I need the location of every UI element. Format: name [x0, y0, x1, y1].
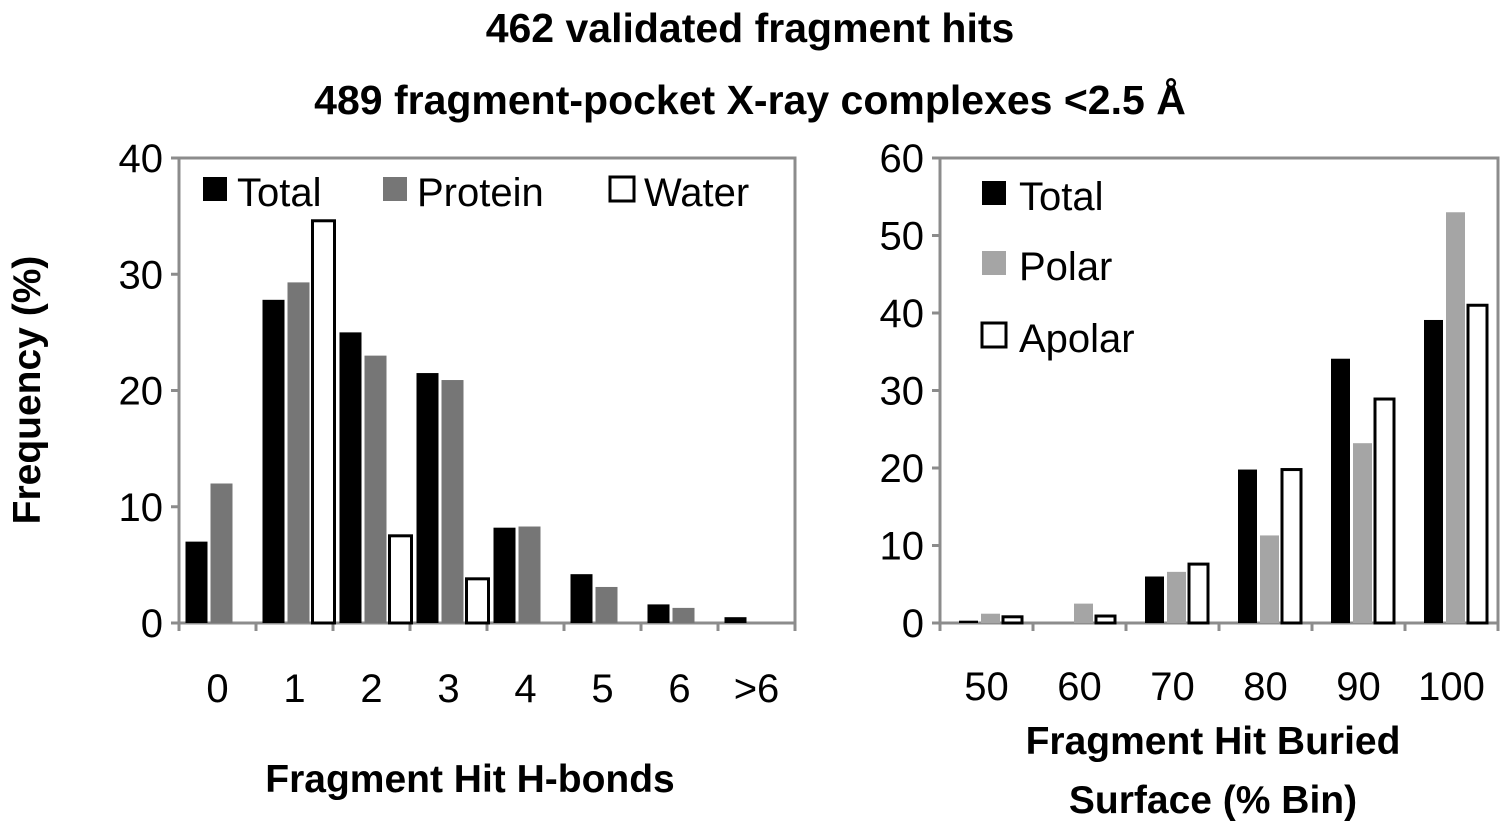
left-legend-swatch-total: [203, 177, 227, 201]
right-legend-swatch-apolar: [980, 321, 1008, 349]
left-x-category-label: 2: [360, 667, 382, 711]
right-legend-swatch-polar: [982, 251, 1006, 275]
right-y-tick-label: 20: [880, 447, 925, 491]
right-bar-polar-70: [1167, 571, 1186, 623]
left-bar-total-0: [185, 541, 208, 623]
right-legend-swatch-total: [982, 181, 1006, 205]
left-legend-label-water: Water: [644, 171, 749, 215]
left-x-category-label: 1: [283, 667, 305, 711]
right-bar-apolar-50: [1001, 615, 1024, 625]
right-bar-apolar-70: [1187, 562, 1210, 625]
left-legend-swatch-water: [608, 175, 636, 203]
left-bar-water-2: [388, 534, 413, 625]
left-y-tick-label: 40: [119, 137, 164, 181]
right-y-tick-label: 60: [880, 137, 925, 181]
right-bar-total-90: [1331, 358, 1350, 623]
right-bar-polar-100: [1446, 212, 1465, 623]
left-x-category-label: >6: [734, 667, 780, 711]
right-bar-polar-50: [981, 613, 1000, 623]
left-x-category-label: 5: [591, 667, 613, 711]
left-y-tick-label: 20: [119, 370, 164, 414]
left-bar-total-2: [339, 332, 362, 623]
left-bar-water-1: [311, 219, 336, 625]
right-x-category-label: 80: [1243, 665, 1288, 709]
left-y-tick-label: 10: [119, 486, 164, 530]
left-y-axis-label: Frequency (%): [6, 256, 49, 525]
left-bar-protein-6: [672, 607, 695, 623]
left-bar-water-3: [465, 577, 490, 625]
right-bar-polar-90: [1353, 443, 1372, 623]
left-bar-total-3: [416, 373, 439, 623]
right-bar-total-70: [1145, 576, 1164, 623]
figure-title-line-2: 489 fragment-pocket X-ray complexes <2.5…: [314, 77, 1186, 123]
right-bar-apolar-80: [1280, 468, 1303, 625]
right-bar-apolar-90: [1373, 397, 1396, 625]
left-legend-label-protein: Protein: [417, 171, 544, 215]
left-bar-total-6: [647, 604, 670, 623]
right-plot-frame: [938, 156, 1500, 625]
buried-surface-chart: 0 10 20 30 40 50 60 50 60 70 80 90 100 Total Polar Apol…: [880, 137, 1500, 709]
right-x-axis-label-line-2: Surface (% Bin): [1069, 779, 1357, 822]
right-bar-polar-80: [1260, 535, 1279, 623]
left-bar-protein-1: [287, 282, 310, 623]
right-bar-total-80: [1238, 469, 1257, 623]
left-bar-total-5: [570, 574, 593, 623]
left-bar-protein-0: [210, 483, 233, 623]
right-y-tick-label: 50: [880, 215, 925, 259]
left-x-axis-label: Fragment Hit H-bonds: [265, 758, 674, 801]
right-x-category-label: 60: [1057, 665, 1102, 709]
left-legend-label-total: Total: [237, 171, 322, 215]
left-bar-protein-4: [518, 526, 541, 623]
left-x-category-label: 4: [514, 667, 536, 711]
right-x-category-label: 70: [1150, 665, 1195, 709]
left-bar-protein-2: [364, 355, 387, 623]
right-y-tick-label: 10: [880, 525, 925, 569]
right-x-category-label: 90: [1336, 665, 1381, 709]
right-legend-label-total: Total: [1019, 175, 1104, 219]
right-bar-polar-60: [1074, 603, 1093, 623]
right-y-tick-label: 30: [880, 370, 925, 414]
left-bar-total-1: [262, 299, 285, 623]
right-x-category-label: 100: [1418, 665, 1485, 709]
left-legend-swatch-protein: [383, 177, 407, 201]
left-bar-protein-3: [441, 380, 464, 623]
right-bar-total-100: [1424, 319, 1443, 623]
left-y-tick-label: 0: [141, 602, 163, 646]
right-bar-total-50: [959, 620, 978, 623]
left-y-tick-label: 30: [119, 253, 164, 297]
figure-title-line-1: 462 validated fragment hits: [486, 5, 1015, 51]
right-y-tick-label: 40: [880, 292, 925, 336]
left-bar-total-6: [724, 617, 747, 623]
left-bar-total-4: [493, 527, 516, 623]
right-legend-label-polar: Polar: [1019, 245, 1112, 289]
left-x-category-label: 0: [206, 667, 228, 711]
left-x-category-label: 3: [437, 667, 459, 711]
right-legend-label-apolar: Apolar: [1019, 317, 1135, 361]
left-x-category-label: 6: [668, 667, 690, 711]
right-bar-apolar-100: [1466, 303, 1489, 625]
right-y-tick-label: 0: [902, 602, 924, 646]
right-bar-apolar-60: [1094, 614, 1117, 625]
left-bar-protein-5: [595, 586, 618, 623]
h-bonds-chart: 0 10 20 30 40 0 1 2 3 4 5 6 >6 Total Protein Water: [119, 137, 797, 711]
right-x-axis-label-line-1: Fragment Hit Buried: [1026, 720, 1401, 763]
right-x-category-label: 50: [964, 665, 1009, 709]
